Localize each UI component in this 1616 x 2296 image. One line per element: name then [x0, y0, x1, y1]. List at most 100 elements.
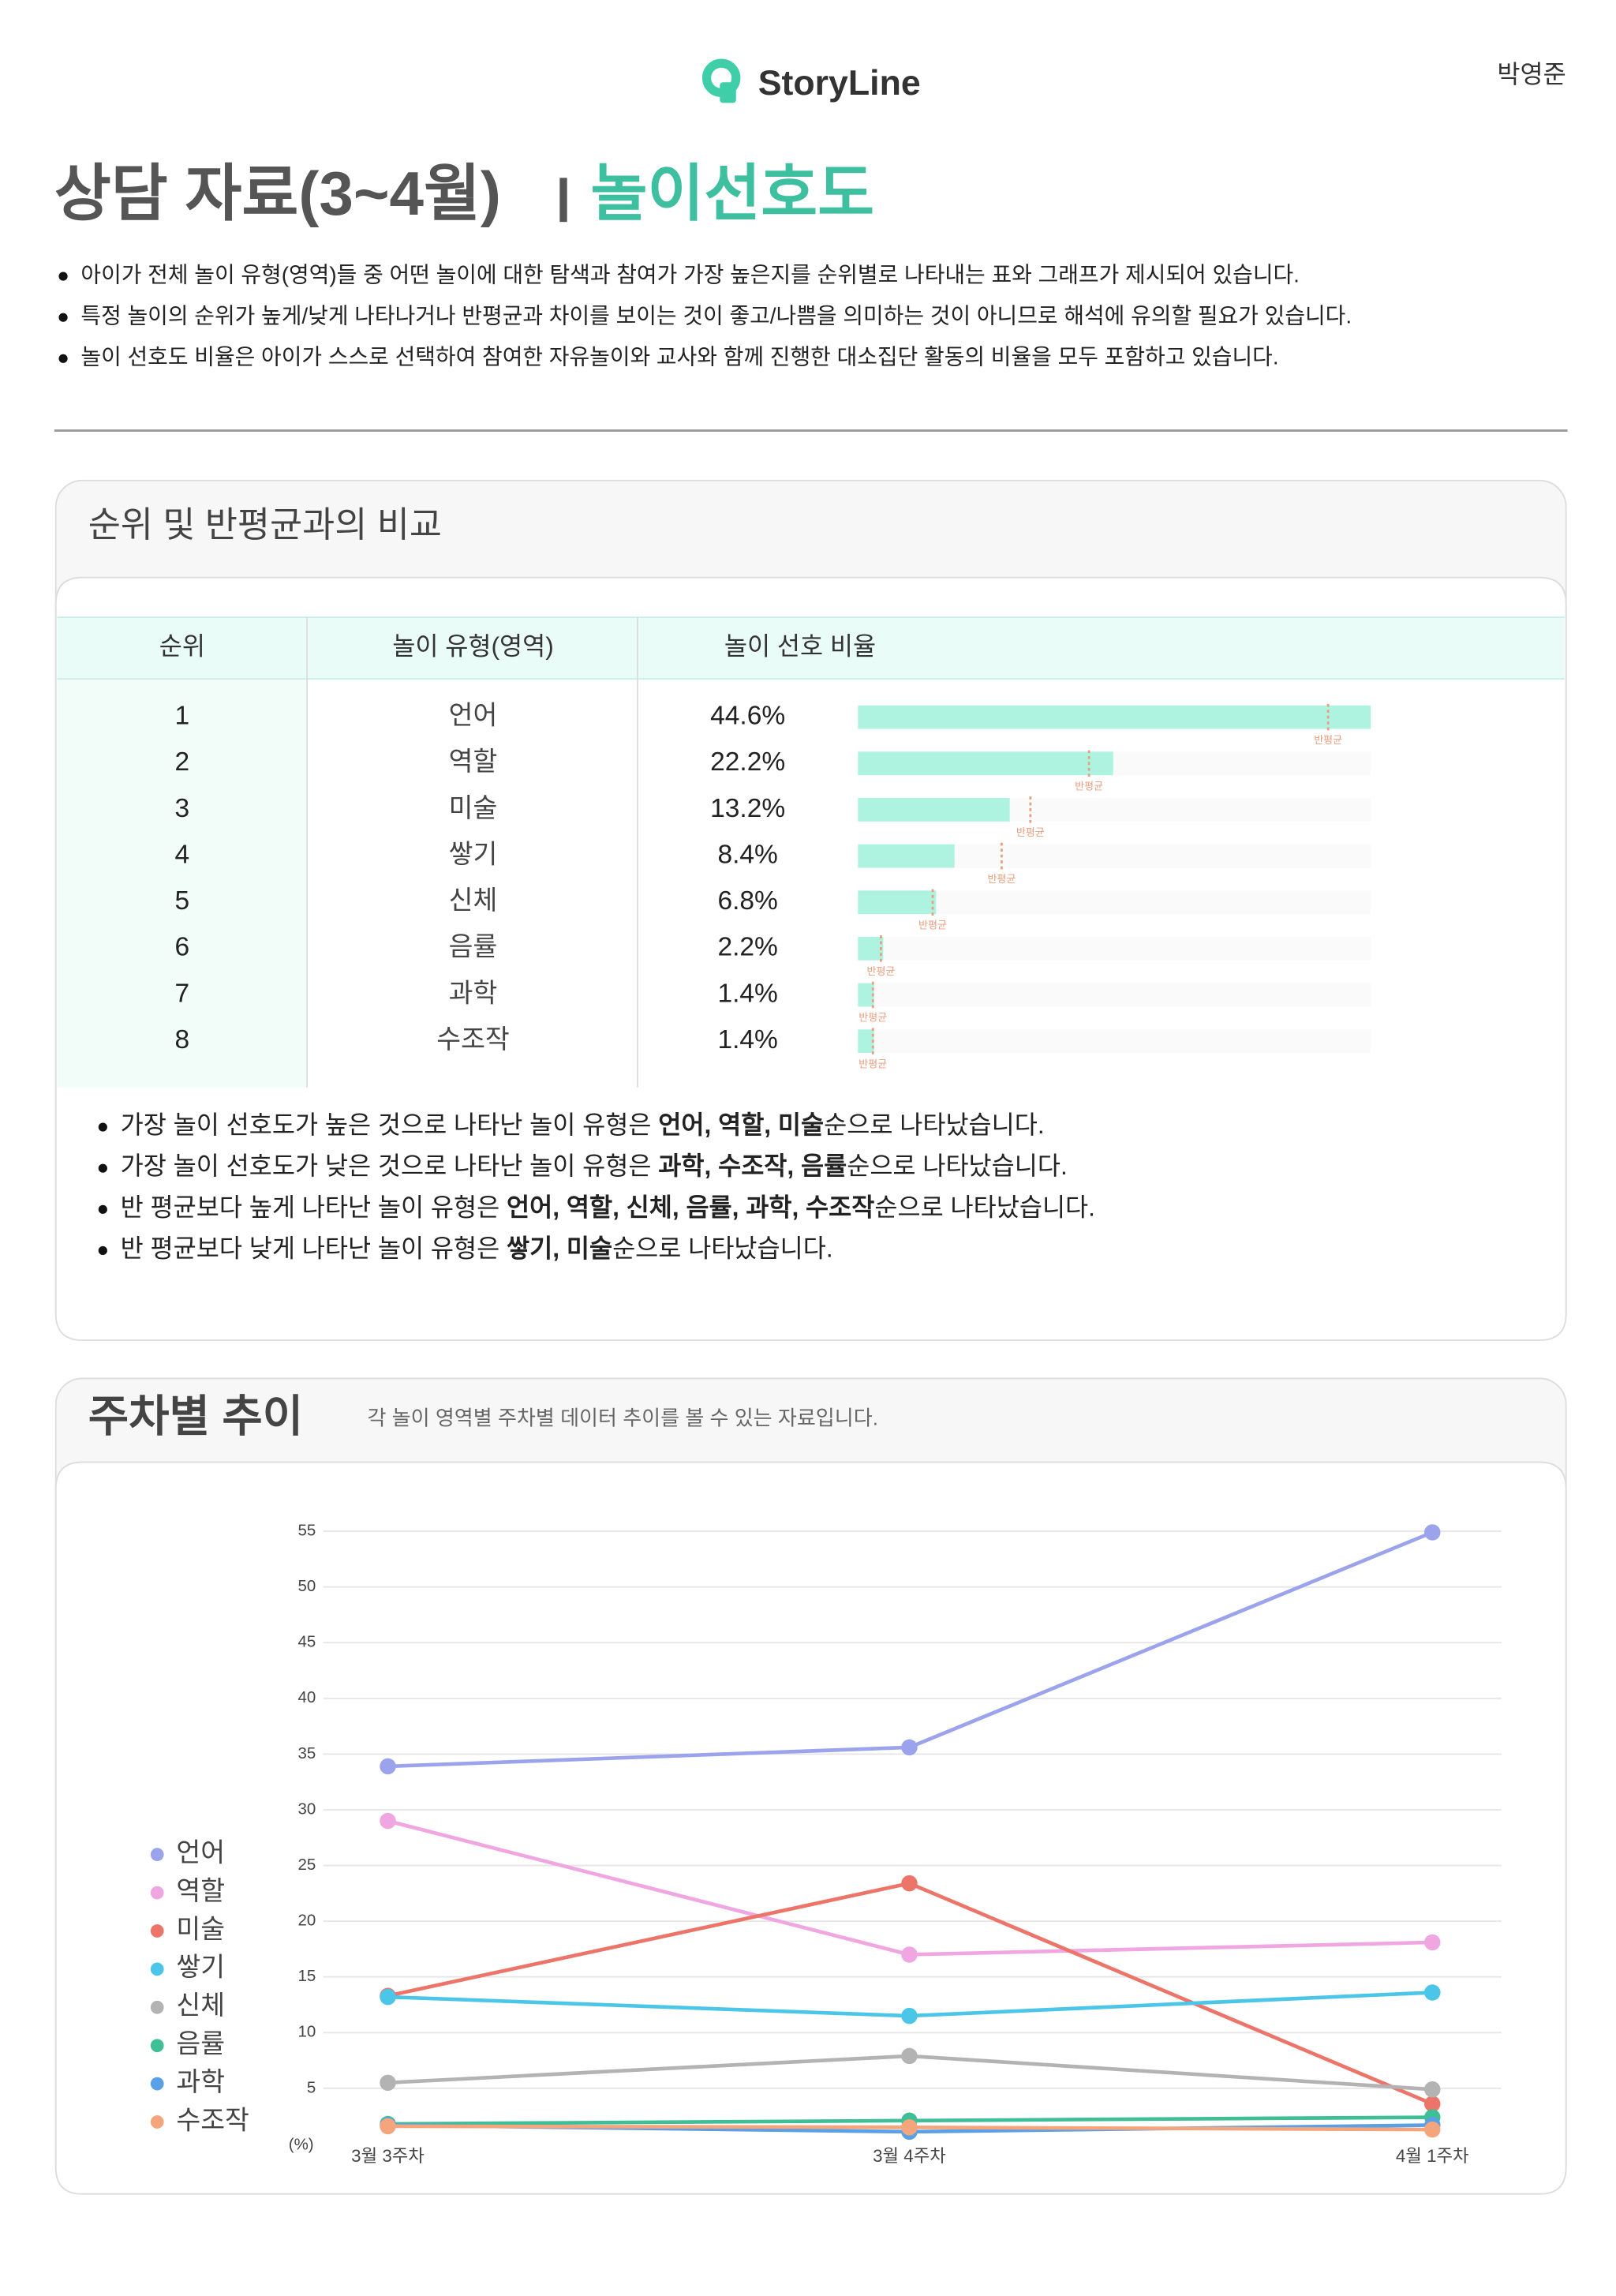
- class-avg-label: 반평균: [987, 873, 1016, 885]
- rank-column: [57, 679, 308, 1088]
- class-avg-label: 반평균: [1314, 734, 1342, 746]
- legend-item[interactable]: 미술: [150, 1915, 225, 1944]
- legend-swatch: [150, 1886, 164, 1900]
- page-title: 상담 자료(3~4월): [54, 159, 501, 228]
- data-point: [380, 2118, 396, 2135]
- note-text: 놀이 선호도 비율은 아이가 스스로 선택하여 참여한 자유놀이와 교사와 함께…: [80, 345, 1278, 369]
- legend-item[interactable]: 역할: [150, 1877, 225, 1906]
- data-point: [1424, 1934, 1441, 1951]
- data-point: [380, 1812, 396, 1830]
- x-tick-label: 4월 1주차: [1396, 2146, 1469, 2166]
- page-title-highlight: 놀이선호도: [590, 159, 874, 228]
- legend-item[interactable]: 쌓기: [150, 1953, 225, 1983]
- summary: 가장 놀이 선호도가 높은 것으로 나타난 놀이 유형은 언어, 역할, 미술순…: [98, 1111, 1095, 1263]
- summary-segment: 언어, 역할, 미술: [658, 1111, 824, 1139]
- data-point: [1424, 1984, 1441, 2001]
- class-avg-label: 반평균: [866, 965, 895, 977]
- column-header: 순위: [159, 631, 205, 660]
- ratio-label: 8.4%: [717, 840, 777, 869]
- ratio-label: 44.6%: [710, 701, 785, 730]
- legend-swatch: [150, 2077, 164, 2091]
- bullet: [58, 354, 68, 363]
- bullet: [58, 272, 68, 281]
- data-point: [380, 2074, 396, 2092]
- legend-item[interactable]: 수조작: [150, 2106, 249, 2135]
- ratio-bar: [858, 751, 1113, 776]
- legend-label: 신체: [176, 1991, 225, 2021]
- bar-track: [858, 890, 1371, 915]
- bullet: [58, 313, 68, 322]
- legend-swatch: [150, 1962, 164, 1976]
- ratio-bar: [858, 890, 937, 915]
- data-point: [380, 1988, 396, 2006]
- summary-line: 반 평균보다 높게 나타난 놀이 유형은 언어, 역할, 신체, 음률, 과학,…: [121, 1193, 1095, 1222]
- table-rows: 1 언어 44.6% 반평균 2 역할 22.2% 반평균 3 미술 13.2% 반평균 4 쌓기 8.4%…: [175, 701, 1371, 1069]
- trend-title: 주차별 추이: [88, 1391, 303, 1440]
- legend-item[interactable]: 신체: [150, 1991, 225, 2021]
- play-type: 역할: [449, 747, 498, 777]
- title-separator: [559, 178, 567, 223]
- legend-label: 미술: [176, 1915, 225, 1944]
- logo-text: StoryLine: [758, 64, 921, 103]
- summary-segment: 순으로 나타났습니다.: [847, 1152, 1068, 1181]
- logo[interactable]: StoryLine: [701, 58, 921, 103]
- rank: 3: [175, 794, 190, 823]
- y-tick-label: 15: [298, 1967, 316, 1985]
- data-point: [901, 2007, 918, 2024]
- ratio-label: 13.2%: [710, 794, 785, 823]
- class-avg-label: 반평균: [1016, 826, 1045, 838]
- bar-track: [858, 936, 1371, 961]
- legend-label: 역할: [176, 1877, 225, 1906]
- table-header: [57, 617, 1565, 680]
- play-type: 신체: [449, 886, 498, 916]
- ratio-bar: [858, 705, 1371, 729]
- user-name[interactable]: 박영준: [1497, 60, 1566, 88]
- y-tick-label: 5: [307, 2078, 316, 2096]
- rank: 2: [175, 747, 190, 777]
- legend-item[interactable]: 음률: [150, 2030, 225, 2059]
- summary-line: 반 평균보다 낮게 나타난 놀이 유형은 쌓기, 미술순으로 나타났습니다.: [121, 1234, 833, 1263]
- legend-item[interactable]: 과학: [150, 2068, 225, 2097]
- summary-segment: 언어, 역할, 신체, 음률, 과학, 수조작: [507, 1193, 874, 1222]
- data-point: [901, 1875, 918, 1892]
- summary-segment: 과학, 수조작, 음률: [658, 1152, 847, 1181]
- summary-segment: 순으로 나타났습니다.: [824, 1111, 1045, 1139]
- y-tick-label: 35: [298, 1744, 316, 1762]
- legend-label: 언어: [176, 1839, 225, 1868]
- rank: 6: [175, 933, 190, 962]
- ratio-label: 6.8%: [717, 886, 777, 916]
- ratio-bar: [858, 1029, 874, 1054]
- y-tick-label: 20: [298, 1912, 316, 1930]
- ratio-bar: [858, 844, 955, 868]
- legend-item[interactable]: 언어: [150, 1839, 225, 1868]
- legend-swatch: [150, 2039, 164, 2053]
- x-tick-label: 3월 4주차: [873, 2146, 946, 2166]
- trend-subtitle: 각 놀이 영역별 주차별 데이터 추이를 볼 수 있는 자료입니다.: [367, 1406, 877, 1429]
- rank: 5: [175, 886, 190, 916]
- data-point: [901, 1739, 918, 1756]
- legend-label: 쌓기: [176, 1953, 225, 1983]
- play-type: 언어: [449, 701, 498, 730]
- summary-segment: 쌓기, 미술: [507, 1234, 612, 1263]
- x-tick-label: 3월 3주차: [351, 2146, 425, 2166]
- class-avg-label: 반평균: [1075, 780, 1103, 792]
- bar-track: [858, 1029, 1371, 1054]
- legend-swatch: [150, 1924, 164, 1938]
- rank: 4: [175, 840, 190, 869]
- trend-card-body: [54, 1461, 1567, 2195]
- y-tick-label: 55: [298, 1521, 316, 1539]
- data-point: [1424, 2096, 1441, 2112]
- legend-swatch: [150, 2000, 164, 2014]
- data-point: [901, 1946, 918, 1963]
- play-type: 과학: [449, 979, 498, 1008]
- ratio-bar: [858, 936, 884, 961]
- ranking-title: 순위 및 반평균과의 비교: [88, 506, 442, 545]
- ratio-label: 22.2%: [710, 747, 785, 777]
- legend-label: 음률: [176, 2030, 225, 2059]
- y-tick-label: 50: [298, 1577, 316, 1595]
- summary-line: 가장 놀이 선호도가 높은 것으로 나타난 놀이 유형은 언어, 역할, 미술순…: [121, 1111, 1045, 1139]
- play-type: 음률: [449, 933, 498, 962]
- column-header: 놀이 유형(영역): [392, 631, 554, 660]
- summary-line: 가장 놀이 선호도가 낮은 것으로 나타난 놀이 유형은 과학, 수조작, 음률…: [121, 1152, 1068, 1181]
